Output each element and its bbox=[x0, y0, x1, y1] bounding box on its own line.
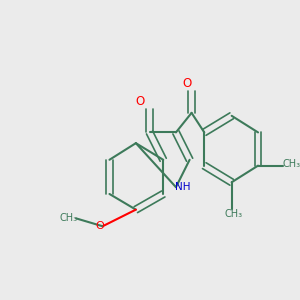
Text: CH₃: CH₃ bbox=[282, 159, 300, 169]
Text: O: O bbox=[135, 94, 144, 108]
Text: CH₃: CH₃ bbox=[224, 208, 243, 218]
Text: CH₃: CH₃ bbox=[59, 213, 77, 224]
Text: NH: NH bbox=[175, 182, 190, 192]
Text: O: O bbox=[95, 221, 104, 231]
Text: O: O bbox=[182, 77, 191, 90]
